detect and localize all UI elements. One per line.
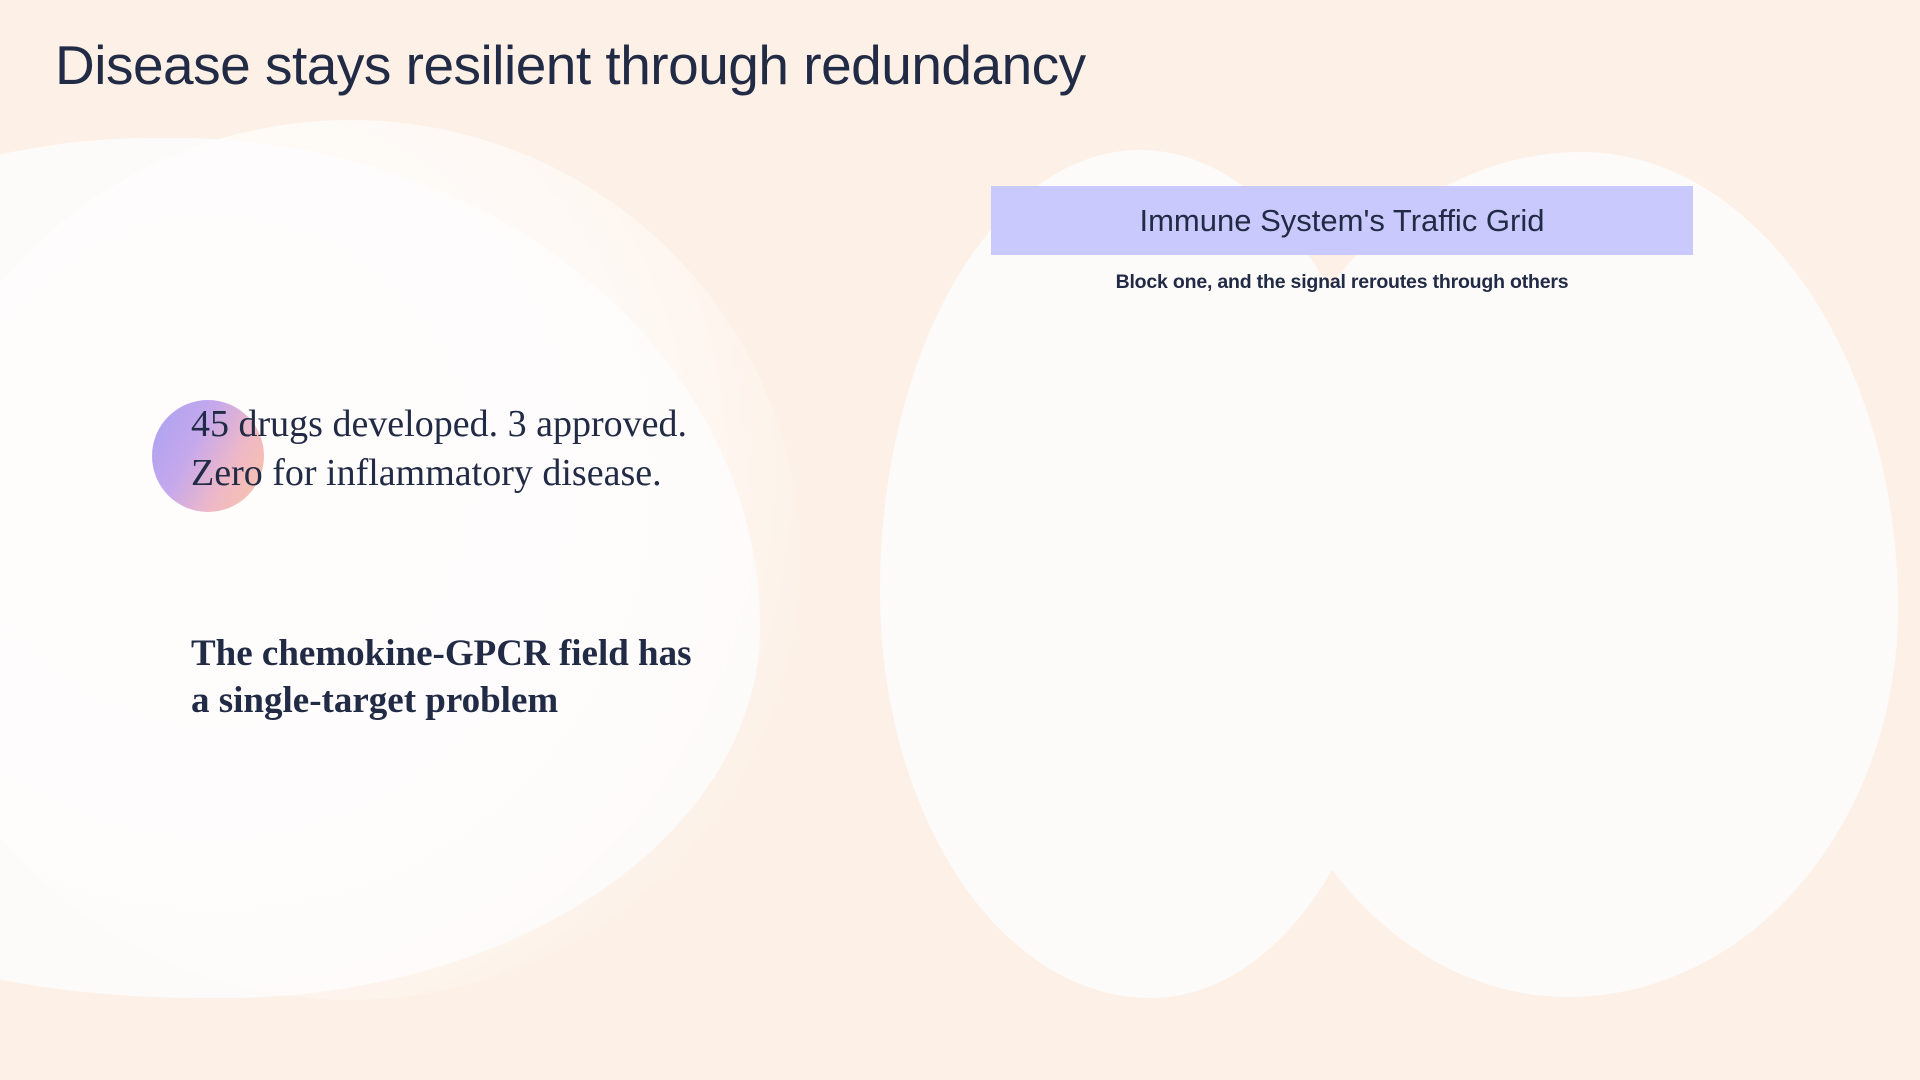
panel-banner: Immune System's Traffic Grid [991, 186, 1693, 255]
panel-banner-title: Immune System's Traffic Grid [1139, 202, 1545, 238]
gradient-circle-accent [152, 400, 264, 512]
stat-statement-block: 45 drugs developed. 3 approved. Zero for… [152, 400, 852, 512]
panel-banner-subtitle: Block one, and the signal reroutes throu… [1115, 271, 1569, 293]
stat-statement-text: 45 drugs developed. 3 approved. Zero for… [191, 403, 687, 494]
slide-title: Disease stays resilient through redundan… [55, 34, 1086, 96]
problem-statement-text: The chemokine-GPCR field has a single-ta… [191, 633, 692, 722]
background-blob-left [0, 138, 760, 998]
background-glow [0, 120, 800, 1000]
immune-grid-panel: Immune System's Traffic Grid Block one, … [991, 186, 1693, 294]
